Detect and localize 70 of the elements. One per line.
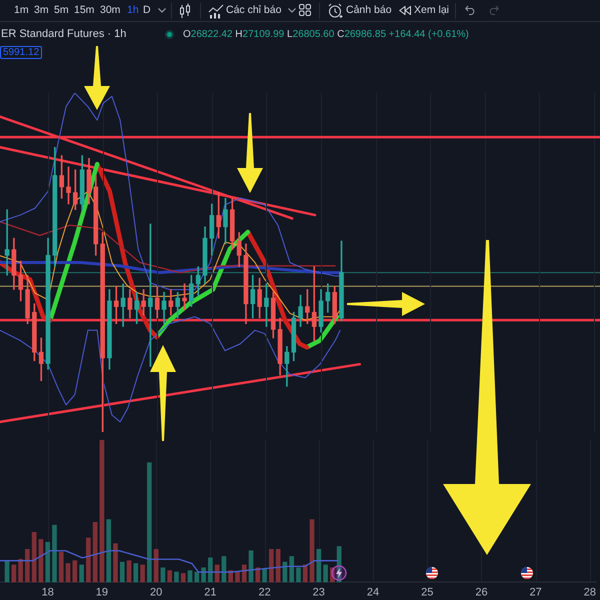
bar — [160, 567, 166, 582]
bar — [133, 563, 138, 582]
bar — [4, 560, 10, 582]
bar — [126, 560, 132, 582]
x-tick-label: 25 — [421, 586, 434, 599]
bar — [323, 564, 328, 582]
bar — [282, 562, 288, 582]
x-tick-label: 27 — [530, 586, 542, 599]
bar — [296, 567, 301, 582]
x-tick-label: 18 — [42, 586, 54, 599]
bar — [180, 573, 186, 582]
text: 30m — [100, 4, 120, 17]
bar — [302, 564, 308, 582]
bar — [316, 549, 322, 582]
x-tick-label: 19 — [96, 586, 108, 599]
x-tick-label: 22 — [258, 586, 271, 599]
bar — [140, 564, 145, 582]
bar — [32, 532, 36, 582]
bar — [167, 570, 172, 582]
bar — [208, 558, 213, 582]
bar — [242, 564, 247, 582]
bar — [92, 522, 98, 582]
bar — [289, 556, 294, 582]
x-tick-label: 20 — [150, 586, 162, 599]
text: 1h — [127, 4, 139, 17]
text: 5991.12 — [0, 46, 42, 59]
bar — [106, 519, 112, 582]
bar — [147, 462, 152, 582]
bar — [58, 552, 64, 582]
bar — [120, 562, 125, 582]
text: Cảnh báo — [346, 4, 392, 17]
bar — [174, 572, 179, 582]
chart-subtitle: O26822.42 H27109.99 L26805.60 C26986.85 +164.44 (+0.61%) — [183, 29, 469, 40]
x-tick-label: 21 — [204, 586, 216, 599]
bar — [45, 542, 50, 582]
bar — [18, 558, 23, 582]
text: 5m — [54, 4, 69, 17]
x-tick-label: 23 — [312, 586, 325, 599]
bar — [79, 564, 84, 582]
bar — [194, 572, 200, 582]
text: Các chỉ báo — [226, 4, 282, 17]
bar — [188, 570, 192, 582]
bar — [154, 549, 158, 582]
bar — [235, 572, 240, 582]
text: 3m — [34, 4, 49, 17]
bar — [276, 549, 280, 582]
bar — [269, 549, 274, 582]
text: D — [143, 4, 151, 17]
bar — [214, 564, 220, 582]
bar — [86, 538, 91, 582]
bar — [66, 563, 70, 582]
bar — [222, 556, 226, 582]
bar — [100, 440, 104, 582]
bar — [113, 543, 118, 582]
chart-title: ER Standard Futures · 1h — [1, 28, 126, 41]
bar — [310, 519, 314, 582]
text: 1m — [14, 4, 29, 17]
bar — [52, 524, 57, 582]
bar — [248, 550, 254, 582]
bar — [38, 539, 44, 582]
bar — [25, 549, 30, 582]
bar — [11, 564, 16, 582]
x-tick-label: 26 — [475, 586, 488, 599]
text: Xem lại — [414, 4, 450, 17]
bar — [262, 568, 267, 582]
x-tick-label: 28 — [584, 586, 596, 599]
bar — [72, 560, 78, 582]
bar — [201, 567, 206, 582]
text: 15m — [74, 4, 94, 17]
x-tick-label: 24 — [366, 586, 380, 599]
